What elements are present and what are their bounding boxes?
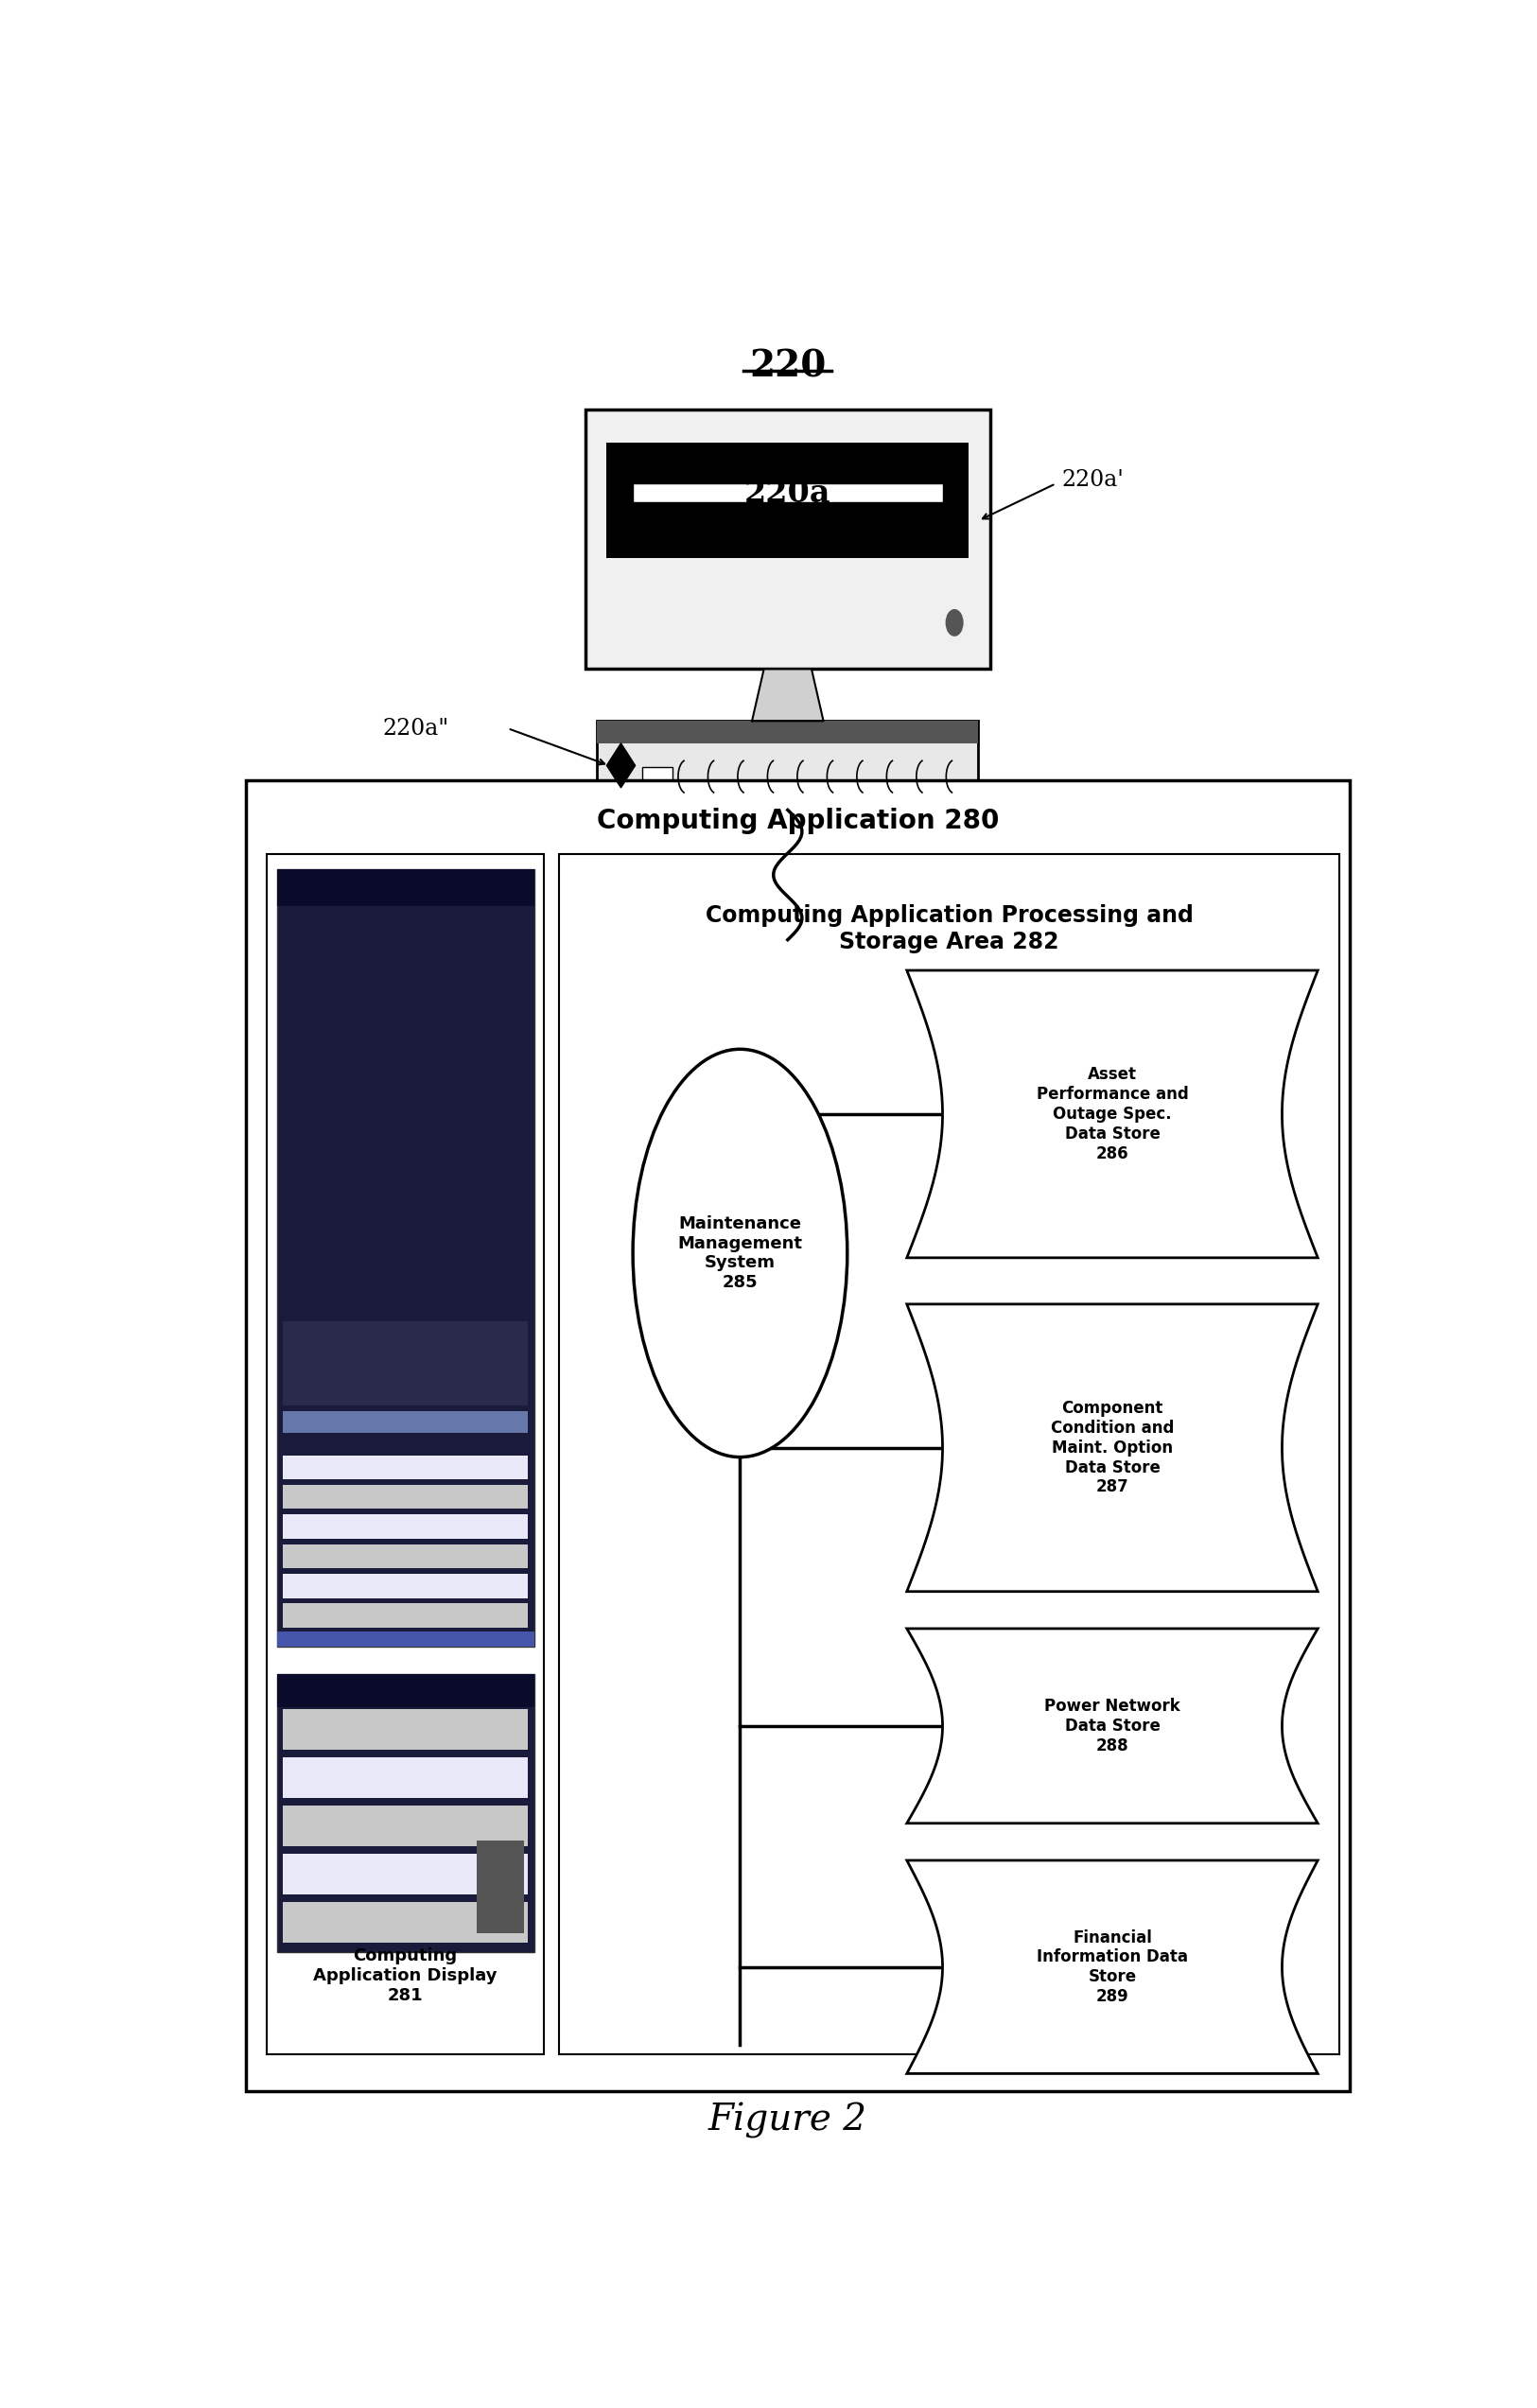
FancyBboxPatch shape	[596, 720, 979, 744]
FancyBboxPatch shape	[277, 1674, 533, 1953]
Text: Maintenance
Management
System
285: Maintenance Management System 285	[678, 1216, 802, 1291]
FancyBboxPatch shape	[246, 780, 1349, 2090]
FancyBboxPatch shape	[283, 1515, 529, 1539]
Text: Figure 2: Figure 2	[709, 2102, 867, 2138]
Text: Component
Condition and
Maint. Option
Data Store
287: Component Condition and Maint. Option Da…	[1051, 1399, 1174, 1495]
Polygon shape	[907, 1305, 1317, 1592]
FancyBboxPatch shape	[559, 855, 1339, 2054]
Polygon shape	[907, 970, 1317, 1257]
Text: Power Network
Data Store
288: Power Network Data Store 288	[1044, 1698, 1180, 1753]
Text: Asset
Performance and
Outage Spec.
Data Store
286: Asset Performance and Outage Spec. Data …	[1036, 1067, 1188, 1163]
FancyBboxPatch shape	[283, 1575, 529, 1599]
FancyBboxPatch shape	[283, 1854, 529, 1895]
Text: 220: 220	[749, 349, 827, 385]
FancyBboxPatch shape	[283, 1806, 529, 1847]
FancyBboxPatch shape	[596, 720, 979, 809]
Text: Computing Application 280: Computing Application 280	[596, 807, 999, 833]
FancyBboxPatch shape	[267, 855, 544, 2054]
Polygon shape	[907, 1628, 1317, 1823]
FancyBboxPatch shape	[633, 484, 942, 503]
FancyBboxPatch shape	[283, 1486, 529, 1510]
FancyBboxPatch shape	[283, 1758, 529, 1799]
FancyBboxPatch shape	[283, 1710, 529, 1751]
FancyBboxPatch shape	[283, 1411, 529, 1433]
Text: Computing Application Processing and
Storage Area 282: Computing Application Processing and Sto…	[705, 903, 1193, 954]
Text: 220a: 220a	[744, 477, 832, 508]
Polygon shape	[907, 1861, 1317, 2073]
Polygon shape	[752, 669, 824, 720]
Text: Computing
Application Display
281: Computing Application Display 281	[314, 1948, 498, 2003]
Text: 220a': 220a'	[1062, 470, 1124, 491]
Circle shape	[947, 609, 962, 636]
Text: Financial
Information Data
Store
289: Financial Information Data Store 289	[1036, 1929, 1188, 2006]
FancyBboxPatch shape	[283, 1712, 529, 1734]
FancyBboxPatch shape	[277, 1674, 533, 1707]
FancyBboxPatch shape	[283, 1902, 529, 1943]
Ellipse shape	[633, 1050, 847, 1457]
FancyBboxPatch shape	[607, 443, 968, 559]
FancyBboxPatch shape	[476, 1840, 524, 1934]
Text: 220a": 220a"	[383, 718, 449, 739]
FancyBboxPatch shape	[277, 869, 533, 905]
FancyBboxPatch shape	[277, 1630, 533, 1647]
FancyBboxPatch shape	[283, 1544, 529, 1568]
FancyBboxPatch shape	[283, 1322, 529, 1406]
FancyBboxPatch shape	[277, 869, 533, 1647]
FancyBboxPatch shape	[283, 1604, 529, 1628]
Polygon shape	[607, 744, 635, 787]
FancyBboxPatch shape	[586, 409, 990, 669]
FancyBboxPatch shape	[283, 1454, 529, 1479]
FancyBboxPatch shape	[642, 768, 672, 785]
